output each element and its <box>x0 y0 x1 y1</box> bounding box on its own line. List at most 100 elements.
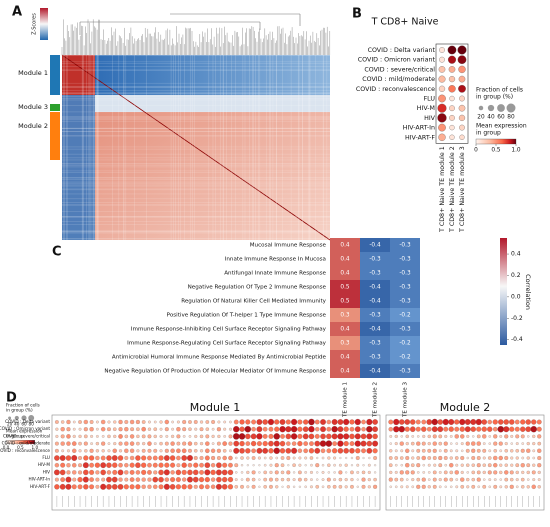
dot <box>449 124 455 131</box>
dot-texture <box>267 418 275 426</box>
dot-texture <box>246 470 250 474</box>
colorbar-label: 0 <box>474 148 478 154</box>
dot-texture <box>465 448 470 453</box>
module-label: Module 1 <box>18 69 48 77</box>
dot-texture <box>373 456 378 460</box>
dot-texture <box>449 470 454 475</box>
dot-texture <box>350 470 354 475</box>
dot-texture <box>355 456 360 460</box>
heatmap-cell <box>360 322 390 336</box>
dot-texture <box>279 426 286 433</box>
dot-texture <box>171 427 175 431</box>
cell-label: 0.5 <box>340 285 350 291</box>
dot-texture <box>309 470 313 474</box>
dot-texture <box>510 463 514 467</box>
dot-texture <box>211 434 215 438</box>
dot <box>458 114 466 122</box>
dot-texture <box>78 463 83 468</box>
dot-texture <box>333 471 336 474</box>
dot-texture <box>273 440 280 447</box>
dot-texture <box>163 455 170 461</box>
panel-label: D <box>6 391 17 406</box>
dot-texture <box>314 433 320 439</box>
dot-texture <box>464 426 471 433</box>
dot-texture <box>531 419 537 425</box>
heatmap-cell <box>360 294 390 308</box>
heatmap-cell <box>330 252 360 266</box>
dot-texture <box>421 477 426 482</box>
dot-texture <box>66 427 71 432</box>
size-legend-dot <box>28 415 35 421</box>
diagonal <box>61 54 331 241</box>
heatmap-cell <box>390 294 420 308</box>
dot-texture <box>515 485 519 489</box>
dot-texture <box>454 426 460 432</box>
dot-texture <box>269 470 273 475</box>
dot-texture <box>476 441 481 446</box>
dot-texture <box>432 470 437 475</box>
dot-texture <box>395 485 398 489</box>
dot-texture <box>417 435 420 438</box>
dot-texture <box>274 463 279 468</box>
dot-texture <box>250 440 257 447</box>
dot-texture <box>65 483 72 490</box>
dot-texture <box>111 455 118 461</box>
dot-texture <box>269 484 273 489</box>
dot-texture <box>153 442 157 445</box>
dot-texture <box>163 483 170 490</box>
dot-texture <box>410 419 416 425</box>
dot-texture <box>421 419 427 425</box>
dot-texture <box>217 420 221 424</box>
panel-title: T CD8+ Naive <box>371 17 439 28</box>
dot-texture <box>66 449 70 453</box>
dot-texture <box>527 478 530 481</box>
dot-texture <box>320 419 326 425</box>
dot-texture <box>443 456 448 460</box>
size-legend-dot <box>8 416 12 420</box>
dot-texture <box>256 426 263 433</box>
dot-texture <box>217 434 221 439</box>
dot-texture <box>499 478 502 481</box>
dot-texture <box>521 470 525 474</box>
dot-texture <box>460 434 465 439</box>
dot-texture <box>444 463 448 467</box>
dot-texture <box>287 464 290 467</box>
cell-label: -0.3 <box>369 341 381 347</box>
dot-texture <box>238 433 246 440</box>
dot-texture <box>280 434 285 439</box>
dot-texture <box>433 463 437 467</box>
dot-texture <box>354 440 361 447</box>
row-label: COVID : Omicron variant <box>358 57 436 64</box>
dot-texture <box>204 484 210 490</box>
dot-texture <box>269 456 273 460</box>
dot-texture <box>153 448 158 453</box>
dot-texture <box>344 485 348 489</box>
panel-label: C <box>52 245 62 260</box>
dot-texture <box>280 463 285 468</box>
dot-texture <box>228 434 233 439</box>
dot-texture <box>537 470 541 474</box>
dot-texture <box>349 433 355 440</box>
dot-texture <box>148 420 151 424</box>
cell-label: -0.2 <box>399 313 411 319</box>
row-label: Mucosal Immune Response <box>250 243 327 249</box>
panel-label: A <box>12 5 22 20</box>
dot-texture <box>263 456 267 460</box>
dot-texture <box>101 435 105 438</box>
dot-texture <box>147 455 152 461</box>
dot-texture <box>89 427 94 432</box>
dot-texture <box>530 425 537 433</box>
dot-texture <box>476 470 481 475</box>
dot-texture <box>205 434 210 439</box>
dot-texture <box>77 470 83 475</box>
dot-texture <box>320 426 326 433</box>
module-bar <box>50 55 60 95</box>
dot-texture <box>222 455 227 461</box>
dot-texture <box>405 470 410 475</box>
dot-texture <box>411 435 415 438</box>
dot-texture <box>297 440 303 447</box>
dot-texture <box>262 426 268 432</box>
size-legend-dot <box>506 103 516 113</box>
dot-texture <box>286 477 291 482</box>
dot-texture <box>251 448 256 454</box>
